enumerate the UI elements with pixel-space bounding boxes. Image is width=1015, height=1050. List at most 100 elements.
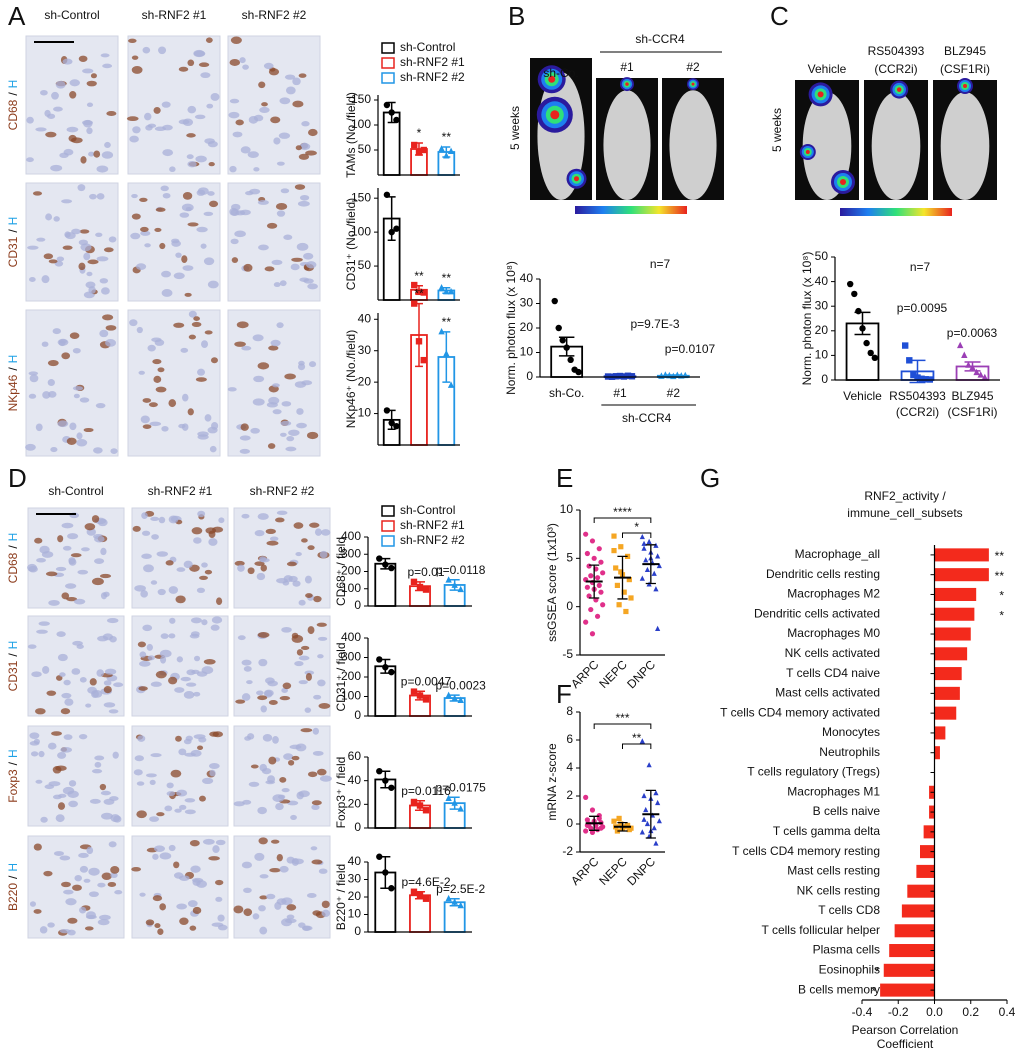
signal: [805, 150, 810, 154]
nucleus: [288, 759, 295, 766]
nucleus: [272, 409, 282, 415]
data-point: [641, 792, 647, 799]
y-tick-label: 40: [520, 271, 534, 285]
nucleus: [156, 812, 165, 817]
nucleus: [201, 619, 208, 626]
nucleus: [136, 810, 147, 819]
nucleus: [104, 141, 111, 148]
nucleus: [138, 370, 145, 375]
nucleus: [180, 676, 191, 682]
data-point: [628, 825, 634, 831]
y-axis-label: Norm. photon flux (x 10⁸): [800, 252, 814, 386]
y-tick-label: 2: [566, 788, 573, 802]
bar: [883, 963, 935, 977]
data-point: [457, 901, 464, 909]
nucleus: [146, 643, 153, 651]
nucleus: [272, 794, 285, 803]
y-tick-label: 30: [815, 298, 829, 312]
nucleus: [52, 766, 62, 774]
annotation: **: [414, 287, 424, 301]
nucleus: [106, 618, 119, 624]
legend-label: sh-RNF2 #1: [400, 518, 465, 532]
annotation: p=0.0116: [401, 784, 451, 798]
image-label: BLZ945: [944, 44, 986, 58]
data-point: [594, 613, 601, 619]
data-point: [591, 555, 597, 561]
nucleus: [68, 557, 76, 565]
nucleus: [197, 510, 206, 518]
signal: [625, 82, 629, 86]
nucleus: [69, 79, 81, 87]
annotation: p=4.6E-2: [401, 875, 450, 889]
significance-label: *: [999, 589, 1004, 603]
data-point: [376, 768, 383, 775]
y-tick-label: 40: [348, 854, 362, 868]
nucleus: [83, 427, 94, 433]
y-tick-label: Monocytes: [822, 725, 880, 739]
y-tick-label: 0: [354, 598, 361, 612]
nucleus: [296, 408, 304, 415]
nucleus: [149, 421, 162, 427]
nucleus: [306, 431, 319, 440]
nucleus: [264, 690, 273, 698]
nucleus: [185, 682, 197, 687]
data-point: [618, 569, 624, 575]
nucleus: [105, 338, 117, 347]
data-point: [388, 109, 395, 116]
nucleus: [136, 781, 145, 786]
nucleus: [72, 884, 82, 891]
legend-swatch: [381, 57, 395, 69]
y-tick-label: Dendritic cells resting: [766, 567, 880, 581]
nucleus: [212, 845, 220, 854]
nucleus: [96, 165, 109, 173]
legend-swatch: [381, 535, 395, 547]
nucleus: [83, 119, 93, 128]
column-header: sh-Control: [48, 484, 103, 498]
nucleus: [207, 191, 215, 196]
significance-label: *: [999, 608, 1004, 622]
stain-name: CD68: [6, 552, 20, 583]
nucleus: [187, 160, 197, 168]
nucleus: [303, 252, 314, 260]
nucleus: [139, 197, 148, 202]
nucleus: [245, 190, 254, 196]
nucleus: [79, 677, 87, 683]
nucleus: [276, 322, 284, 329]
nucleus: [110, 448, 118, 455]
nucleus: [110, 866, 120, 874]
nucleus: [286, 436, 295, 442]
nucleus: [182, 265, 194, 271]
legend-label: sh-RNF2 #2: [400, 70, 465, 84]
note: n=7: [650, 257, 671, 271]
nucleus: [319, 550, 328, 559]
nucleus: [29, 732, 40, 739]
nucleus: [82, 68, 94, 74]
counterstain: H: [6, 749, 20, 758]
data-point: [393, 225, 400, 232]
nucleus: [239, 57, 246, 64]
data-point: [623, 608, 629, 615]
image-label: RS504393: [868, 44, 925, 58]
nucleus: [207, 426, 218, 434]
data-point: [956, 341, 964, 349]
y-tick-label: T cells CD4 memory resting: [732, 844, 880, 858]
nucleus: [276, 853, 283, 862]
annotation: p=2.5E-2: [436, 882, 485, 896]
y-tick-label: T cells CD8: [818, 903, 880, 917]
significance-bracket: [593, 517, 652, 523]
nucleus: [301, 538, 308, 543]
data-point: [555, 324, 562, 332]
nucleus: [103, 591, 110, 597]
data-point: [901, 342, 909, 349]
data-point: [457, 585, 464, 593]
chart-title: immune_cell_subsets: [847, 506, 962, 520]
nucleus: [78, 734, 88, 740]
nucleus: [141, 530, 151, 536]
nucleus: [258, 658, 268, 667]
nucleus: [84, 523, 96, 531]
x-tick-label: ARPC: [568, 657, 602, 691]
y-tick-label: 150: [351, 92, 371, 106]
nucleus: [142, 398, 152, 403]
nucleus: [279, 97, 291, 105]
row-label: Foxp3 / H: [6, 749, 20, 802]
